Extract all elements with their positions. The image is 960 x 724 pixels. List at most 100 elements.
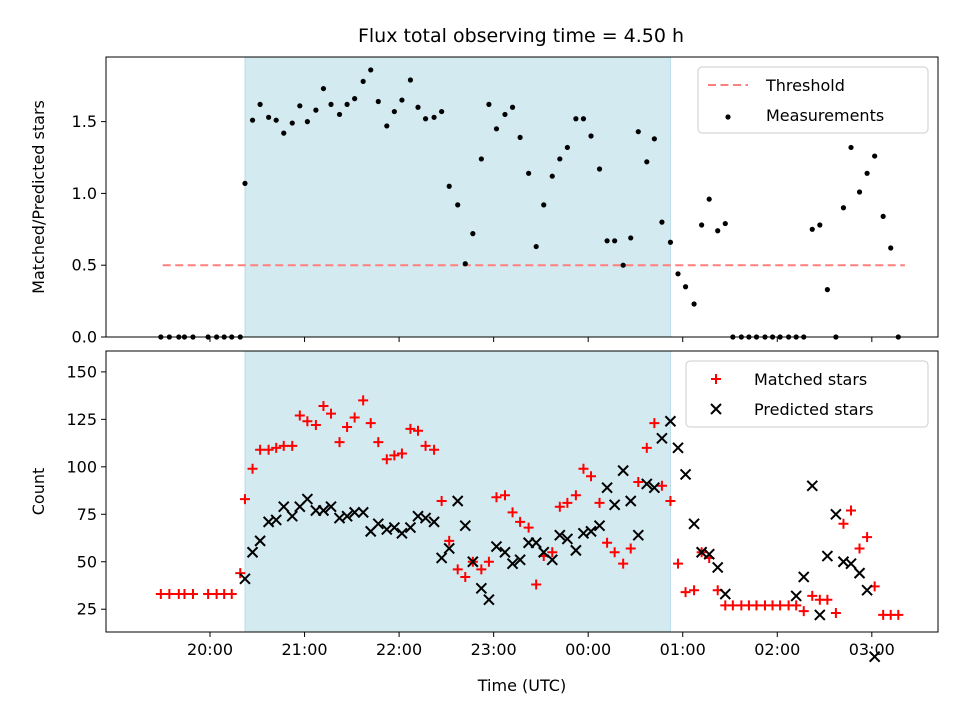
measurement-point: [596, 166, 603, 172]
matched-star-point: [775, 600, 786, 611]
matched-star-point: [203, 589, 214, 600]
matched-star-point: [507, 507, 518, 518]
matched-star-point: [649, 418, 660, 429]
top-panel: 0.0 0.5 1.0 1.5 Matched/Predicted stars Thres…: [29, 56, 939, 347]
measurement-point: [651, 136, 657, 142]
matched-star-point: [578, 463, 589, 474]
matched-star-point: [483, 556, 494, 567]
x-tick-label: 23:00: [471, 640, 517, 659]
matched-star-point: [476, 564, 487, 575]
measurement-point: [715, 228, 721, 234]
matched-star-point: [491, 492, 502, 503]
matched-star-point: [310, 420, 321, 431]
predicted-star-point: [396, 527, 408, 539]
matched-star-point: [413, 425, 423, 436]
matched-star-point: [618, 558, 629, 569]
matched-star-point: [381, 454, 392, 465]
legend-box: [685, 360, 929, 428]
measurement-point: [446, 183, 452, 189]
measurement-point: [817, 222, 823, 228]
matched-star-point: [838, 518, 849, 529]
y-tick-label: 75: [77, 505, 97, 524]
matched-star-point: [226, 589, 237, 600]
predicted-star-point: [861, 584, 873, 596]
predicted-star-point: [459, 519, 471, 532]
matched-star-point: [689, 585, 700, 596]
measurement-point: [659, 219, 665, 225]
predicted-star-point: [821, 550, 834, 562]
measurement-point: [431, 114, 437, 120]
measurement-point: [352, 96, 358, 102]
measurement-point: [541, 202, 547, 208]
predicted-star-point: [868, 650, 881, 663]
measurement-point: [336, 111, 343, 118]
measurement-point: [557, 156, 563, 162]
measurement-point: [455, 202, 461, 208]
measurement-point: [344, 101, 350, 107]
matched-star-point: [665, 495, 676, 506]
matched-star-point: [187, 589, 198, 600]
predicted-star-point: [467, 556, 479, 568]
matched-star-point: [179, 589, 190, 600]
legend-measurement-marker: [725, 114, 731, 120]
matched-star-point: [609, 547, 620, 558]
matched-star-point: [656, 480, 667, 491]
measurement-point: [297, 103, 303, 109]
predicted-star-point: [641, 478, 653, 490]
predicted-star-point: [853, 567, 866, 579]
matched-star-point: [334, 437, 345, 448]
predicted-star-point: [625, 495, 637, 507]
matched-star-point: [452, 564, 463, 575]
y-tick-label: 1.5: [72, 112, 97, 131]
matched-star-point: [625, 543, 636, 554]
measurement-point: [462, 261, 468, 267]
y-tick-label: 1.0: [72, 184, 97, 203]
matched-star-point: [554, 501, 565, 512]
matched-star-point: [673, 558, 683, 569]
matched-star-point: [862, 532, 873, 543]
predicted-star-point: [648, 481, 661, 494]
matched-star-point: [436, 495, 447, 506]
predicted-star-point: [286, 510, 298, 522]
measurement-point: [824, 287, 830, 293]
matched-star-point: [460, 571, 471, 582]
matched-star-point: [389, 450, 400, 461]
bottom-panel: 25 50 75 100 125 150 20:00 21:00 22:00 23:00 00:00…: [29, 350, 939, 695]
x-tick-label: 00:00: [565, 640, 611, 659]
matched-star-point: [641, 442, 652, 453]
measurement-point: [809, 226, 815, 232]
legend-label: Measurements: [766, 106, 884, 125]
measurement-point: [675, 271, 681, 277]
legend-box: [697, 66, 929, 134]
measurement-point: [628, 235, 634, 241]
predicted-star-point: [301, 493, 314, 505]
axes-frame: [105, 350, 939, 633]
measurement-point: [580, 116, 587, 122]
measurement-point: [470, 231, 476, 237]
legend-label: Predicted stars: [754, 400, 874, 419]
measurement-point: [478, 156, 484, 162]
measurement-point: [281, 130, 287, 136]
measurement-point: [289, 120, 295, 126]
x-tick-label: 01:00: [660, 640, 706, 659]
measurement-point: [699, 222, 705, 228]
matched-star-point: [429, 444, 440, 455]
matched-star-point: [271, 442, 282, 453]
matched-star-point: [594, 497, 605, 508]
matched-star-point: [680, 587, 691, 598]
matched-star-point: [586, 471, 597, 482]
measurement-point: [888, 245, 894, 251]
predicted-star-point: [830, 508, 842, 520]
predicted-star-point: [664, 415, 677, 427]
y-axis-label: Count: [29, 468, 48, 516]
predicted-star-point: [483, 594, 495, 606]
matched-star-point: [287, 440, 298, 451]
matched-star-point: [499, 490, 510, 501]
y-tick-label: 0.0: [72, 328, 97, 347]
matched-star-point: [235, 568, 246, 579]
matched-star-point: [547, 547, 558, 558]
predicted-star-point: [798, 571, 810, 583]
matched-star-point: [570, 490, 581, 501]
measurement-point: [242, 180, 248, 186]
predicted-star-point: [341, 510, 353, 522]
